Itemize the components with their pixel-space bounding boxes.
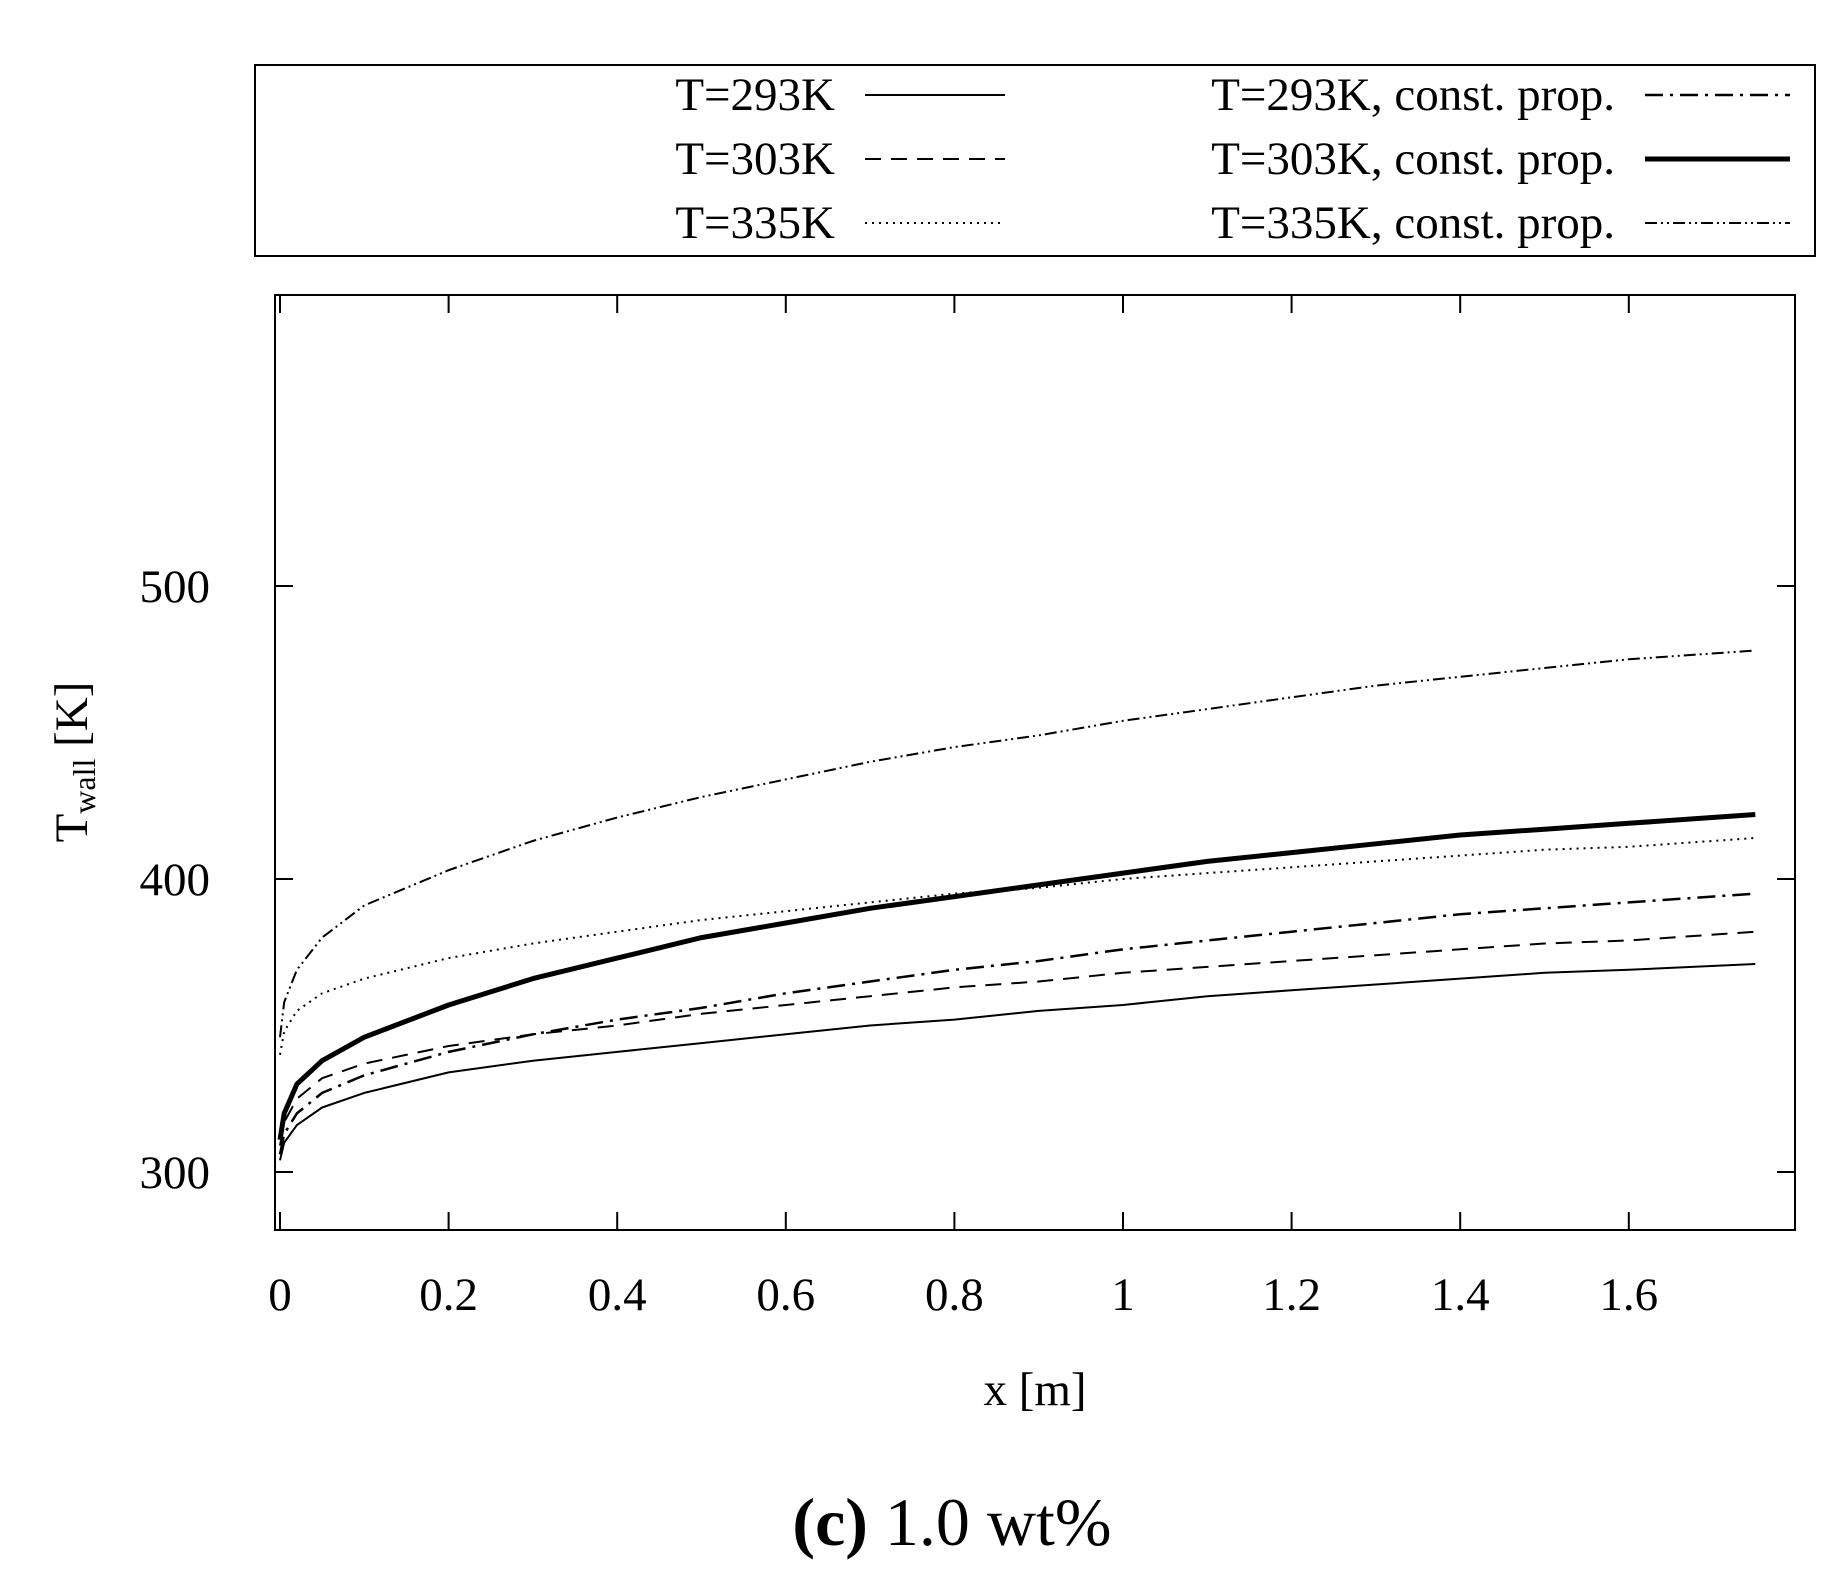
x-tick-label: 1.2 bbox=[1262, 1269, 1321, 1321]
x-tick-label: 0.6 bbox=[756, 1269, 815, 1321]
legend-label: T=293K bbox=[675, 69, 835, 121]
series-layer bbox=[277, 649, 1756, 1161]
legend-label: T=303K, const. prop. bbox=[1211, 133, 1615, 185]
x-tick-label: 0.4 bbox=[588, 1269, 647, 1321]
x-axis-label: x [m] bbox=[983, 1364, 1086, 1416]
x-tick-label: 1 bbox=[1111, 1269, 1135, 1321]
y-axis-label-main: T bbox=[46, 814, 98, 843]
series-line-3 bbox=[279, 837, 1756, 1055]
series-line-4 bbox=[278, 892, 1756, 1155]
x-tick-label: 0.8 bbox=[925, 1269, 984, 1321]
series-line-6 bbox=[279, 649, 1756, 1038]
y-axis-label-unit: [K] bbox=[46, 682, 98, 759]
y-tick-label: 500 bbox=[140, 561, 211, 613]
series-line-2 bbox=[279, 930, 1756, 1146]
x-tick-label: 0.2 bbox=[419, 1269, 478, 1321]
y-tick-label: 400 bbox=[140, 854, 211, 906]
legend-label: T=335K bbox=[675, 197, 835, 249]
legend-label: T=293K, const. prop. bbox=[1211, 69, 1615, 121]
plot-frame bbox=[274, 294, 1796, 1231]
tick-layer: 0 0.2 0.4 0.6 0.8 1 1.2 1.4 1.6 300 400 500 bbox=[140, 295, 1795, 1321]
legend-box bbox=[254, 64, 1816, 257]
y-tick-label: 300 bbox=[140, 1147, 211, 1199]
x-tick-label: 0 bbox=[268, 1269, 292, 1321]
legend-label: T=335K, const. prop. bbox=[1211, 197, 1615, 249]
y-axis-label: Twall [K] bbox=[46, 682, 102, 843]
x-tick-label: 1.4 bbox=[1431, 1269, 1490, 1321]
series-line-1 bbox=[279, 963, 1756, 1161]
series-line-5 bbox=[277, 812, 1756, 1141]
x-tick-label: 1.6 bbox=[1599, 1269, 1658, 1321]
legend: T=293K T=303K T=335K T=293K, const. prop. T=… bbox=[675, 69, 1790, 249]
caption-text: 1.0 wt% bbox=[868, 1484, 1112, 1560]
legend-label: T=303K bbox=[675, 133, 835, 185]
caption-letter: (c) bbox=[792, 1484, 867, 1560]
figure-caption: (c) 1.0 wt% bbox=[792, 1484, 1111, 1560]
y-axis-label-sub: wall bbox=[66, 758, 102, 813]
